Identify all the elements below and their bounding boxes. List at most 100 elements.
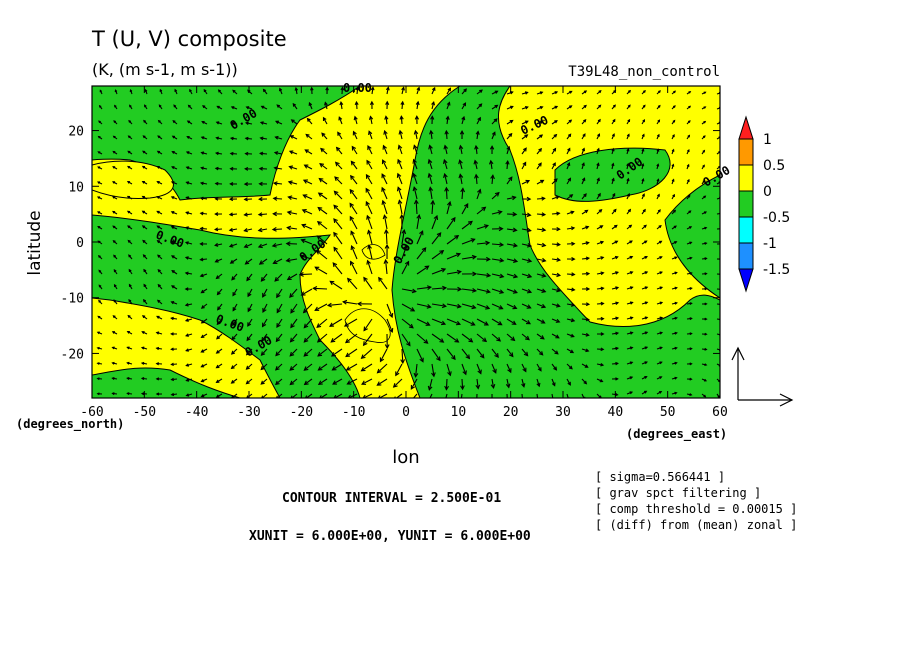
- wind-vector-head: [340, 86, 345, 91]
- wind-vector-head: [600, 316, 605, 321]
- wind-vector-head: [629, 316, 634, 320]
- wind-vector-head: [512, 289, 518, 294]
- wind-vector-head: [113, 299, 117, 303]
- wind-vector-head: [97, 135, 101, 139]
- wind-vector-head: [430, 199, 436, 205]
- wind-vector-head: [413, 199, 419, 205]
- wind-vector-head: [217, 89, 222, 93]
- wind-vector-head: [376, 381, 382, 386]
- wind-vector-head: [674, 286, 678, 290]
- wind-vector-head: [483, 321, 489, 326]
- wind-vector: [319, 393, 328, 398]
- wind-vector-head: [553, 133, 558, 138]
- wind-vector-head: [485, 289, 491, 294]
- wind-vector-head: [703, 91, 707, 94]
- wind-vector-head: [462, 370, 467, 376]
- wind-vector: [382, 145, 388, 155]
- wind-vector-head: [687, 120, 691, 123]
- x-tick-label: 60: [712, 405, 728, 420]
- wind-vector-head: [111, 196, 116, 199]
- wind-vector-head: [490, 383, 496, 390]
- wind-vector: [349, 203, 358, 215]
- wind-vector-head: [598, 208, 603, 213]
- negative-region-east: [554, 147, 671, 202]
- wind-vector-head: [289, 337, 295, 343]
- wind-vector: [363, 277, 373, 290]
- wind-vector-head: [214, 258, 219, 263]
- wind-vector-head: [349, 188, 355, 194]
- wind-vector: [363, 333, 373, 346]
- wind-vector-head: [581, 147, 586, 152]
- wind-vector-head: [512, 227, 518, 233]
- wind-vector: [446, 348, 456, 360]
- wind-vector: [338, 116, 343, 125]
- wind-vector: [365, 174, 373, 185]
- wind-vector: [566, 333, 574, 338]
- wind-vector-head: [140, 377, 145, 381]
- wind-vector-head: [332, 380, 338, 385]
- wind-vector-head: [156, 210, 160, 214]
- wind-vector-head: [704, 226, 708, 230]
- wind-vector-head: [584, 209, 589, 214]
- wind-vector-head: [366, 214, 371, 220]
- wind-vector: [461, 288, 476, 292]
- wind-vector-head: [230, 365, 235, 370]
- wind-vector: [232, 318, 238, 326]
- wind-vector: [431, 318, 446, 325]
- wind-vector-head: [585, 286, 591, 291]
- wind-vector-head: [499, 289, 505, 294]
- wind-vector-head: [476, 188, 482, 194]
- wind-vector-head: [290, 308, 295, 314]
- wind-vector-head: [585, 241, 590, 245]
- wind-vector-head: [569, 105, 573, 109]
- x-tick-label: 0: [402, 405, 410, 420]
- wind-vector-head: [400, 359, 406, 365]
- wind-vector-head: [442, 285, 448, 291]
- wind-vector-head: [643, 89, 646, 93]
- wind-vector: [288, 196, 298, 200]
- wind-vector-head: [129, 88, 133, 93]
- wind-vector: [289, 288, 298, 298]
- wind-vector: [461, 318, 475, 326]
- wind-vector-head: [361, 380, 367, 385]
- wind-vector-head: [228, 227, 234, 232]
- wind-vector-head: [538, 351, 544, 356]
- wind-vector: [413, 159, 418, 170]
- wind-vector: [246, 333, 253, 341]
- wind-vector-head: [335, 146, 341, 152]
- wind-vector-head: [309, 86, 314, 91]
- wind-vector-head: [410, 384, 416, 390]
- wind-vector: [246, 378, 253, 385]
- wind-vector: [354, 116, 358, 125]
- wind-vector-head: [657, 209, 661, 213]
- wind-vector-head: [556, 257, 562, 262]
- wind-vector-head: [343, 322, 349, 327]
- wind-vector-head: [232, 292, 237, 297]
- wind-vector-head: [686, 178, 690, 182]
- wind-vector: [521, 318, 531, 325]
- wind-vector-head: [626, 192, 631, 197]
- wind-vector: [431, 333, 444, 343]
- wind-vector-head: [615, 331, 620, 336]
- wind-vector: [367, 260, 373, 275]
- wind-vector-head: [285, 257, 291, 263]
- wind-vector-head: [494, 353, 499, 359]
- wind-vector: [397, 187, 403, 200]
- wind-vector-head: [215, 394, 220, 398]
- wind-vector-head: [141, 195, 145, 199]
- wind-vector-head: [474, 173, 479, 179]
- y-tick-label: -10: [61, 292, 84, 307]
- wind-vector: [331, 348, 343, 357]
- wind-vector-head: [553, 178, 558, 183]
- wind-vector: [414, 130, 418, 140]
- wind-vector-head: [426, 285, 433, 290]
- wind-vector-head: [626, 133, 630, 137]
- wind-vector-head: [704, 257, 708, 261]
- wind-vector: [445, 130, 448, 140]
- wind-vector: [319, 178, 328, 185]
- wind-vector: [355, 101, 358, 110]
- wind-vector-head: [585, 256, 591, 261]
- wind-vector-head: [539, 134, 544, 138]
- wind-vector-head: [184, 241, 189, 245]
- wind-vector: [521, 180, 530, 185]
